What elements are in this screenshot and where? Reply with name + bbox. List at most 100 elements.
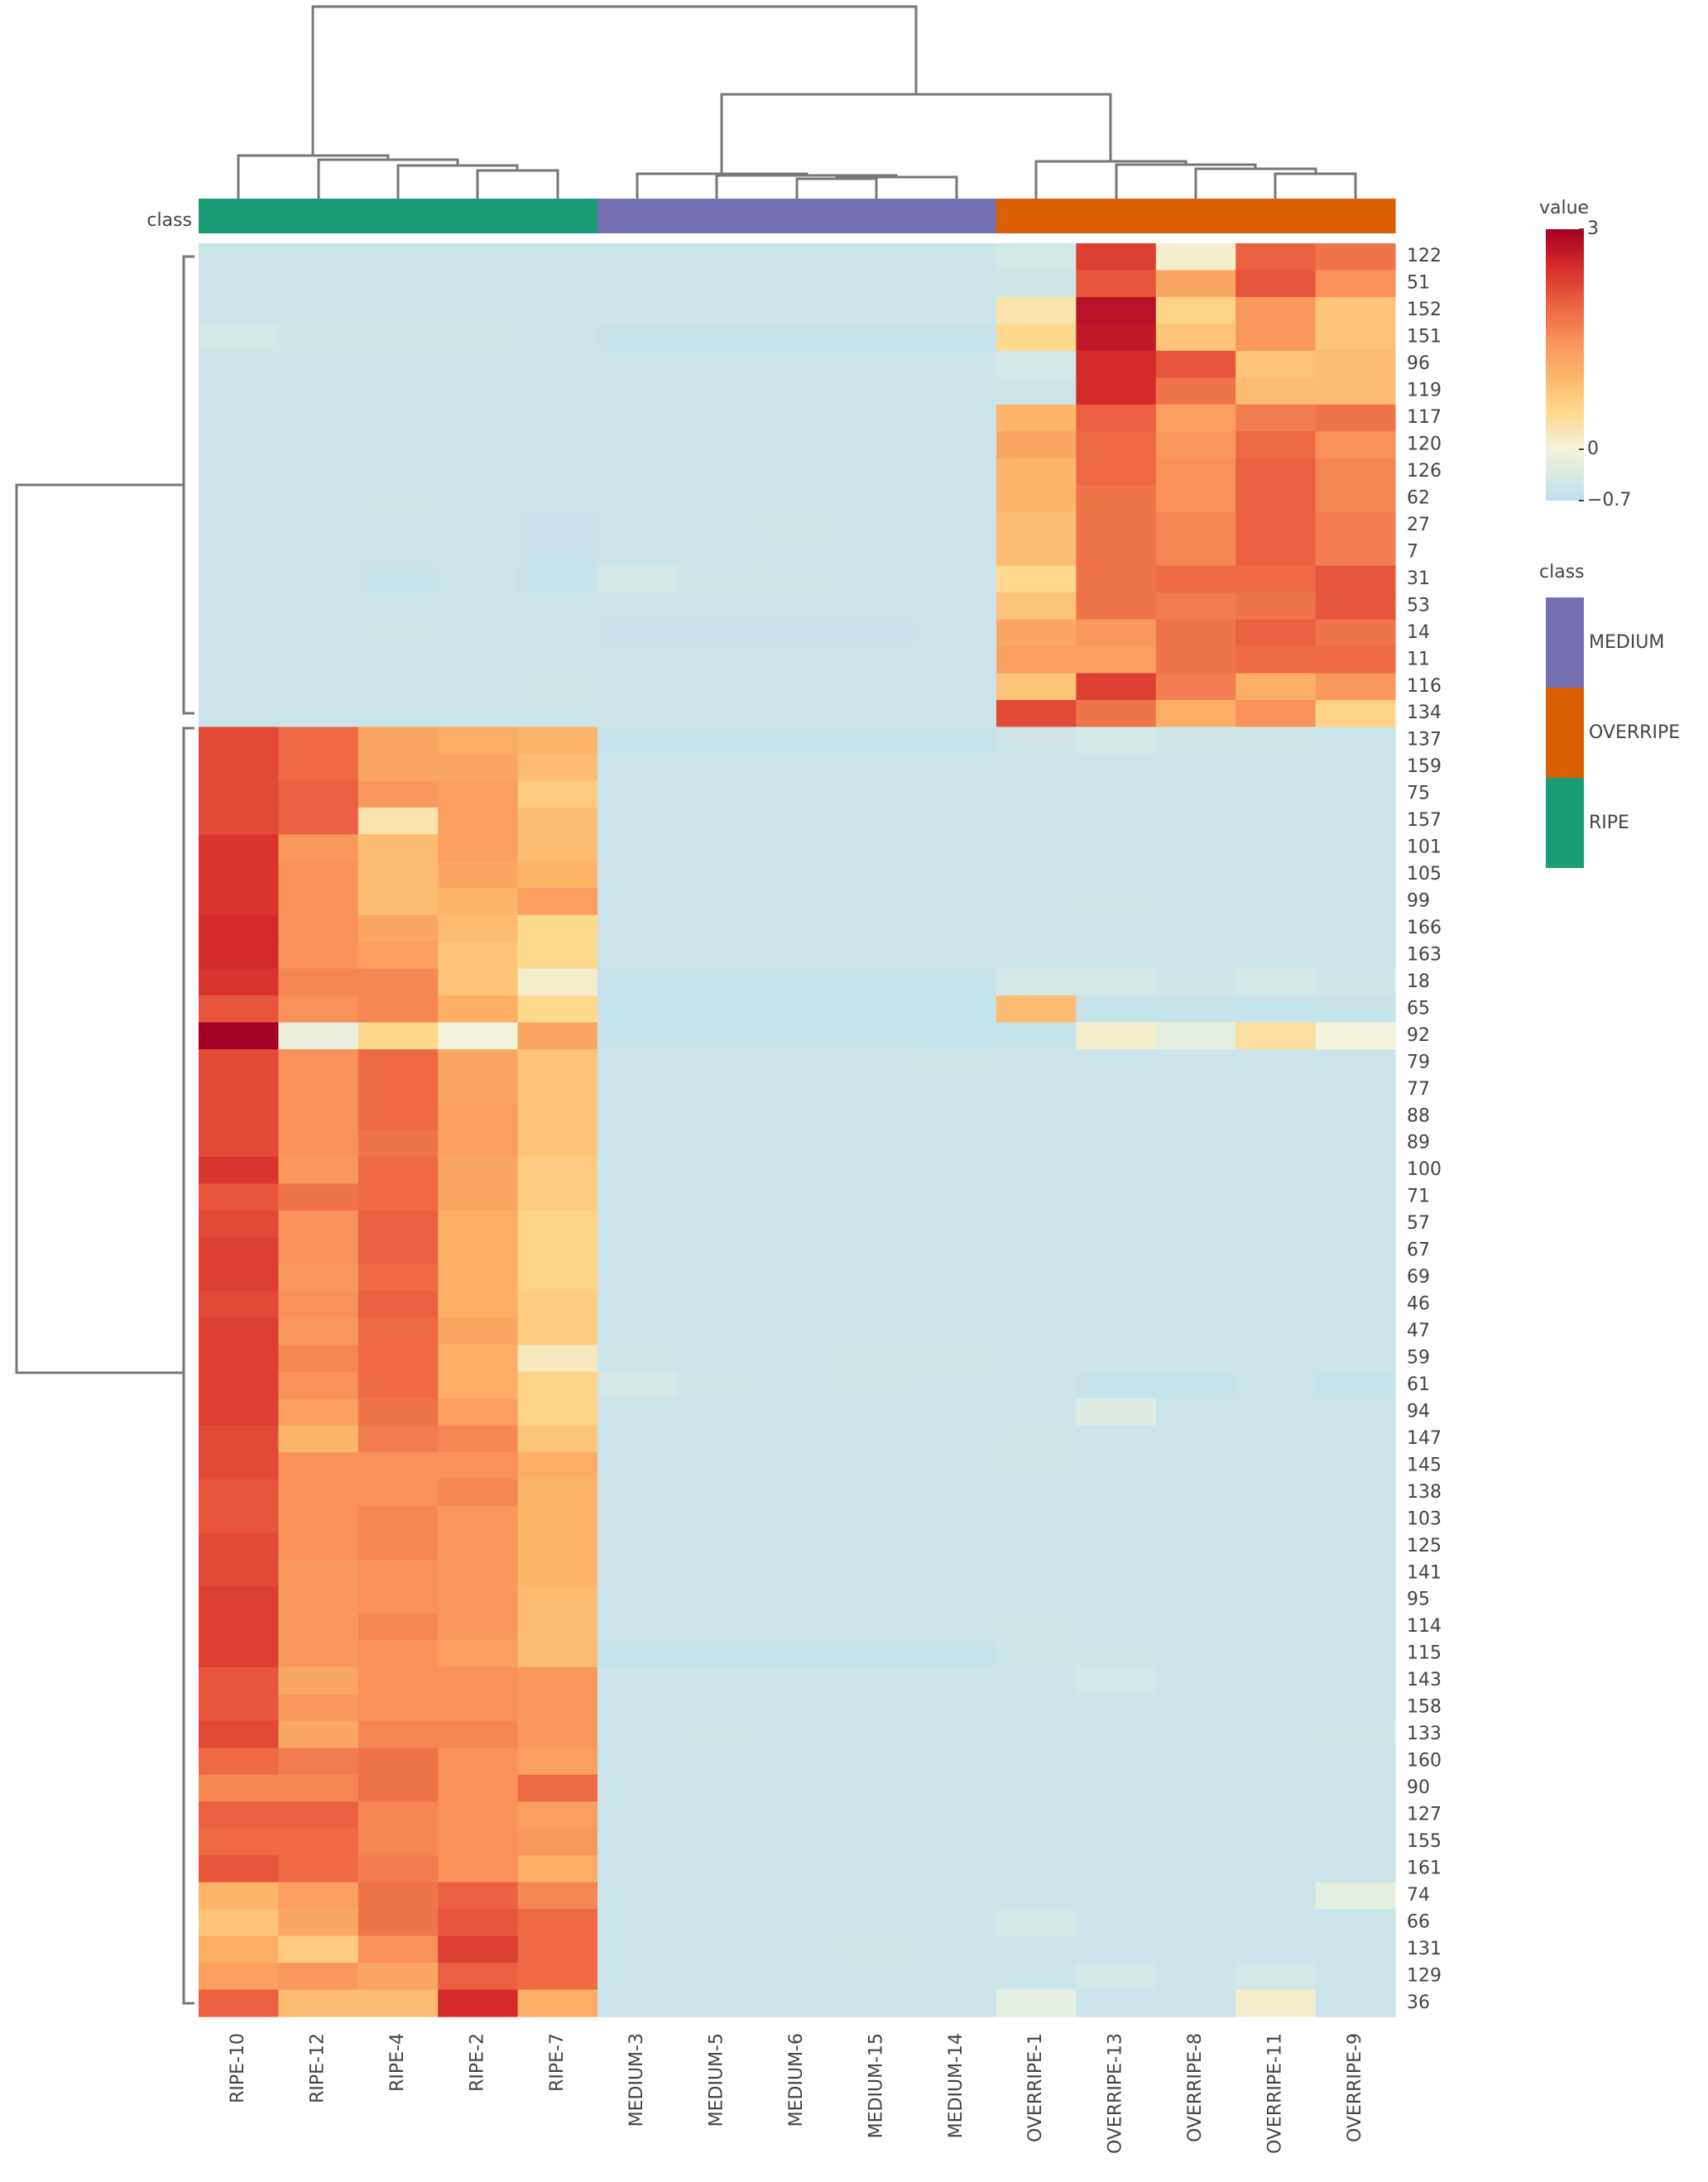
heatmap-cell	[1076, 1317, 1157, 1345]
heatmap-cell	[199, 485, 279, 513]
heatmap-cell	[438, 753, 519, 781]
heatmap-cell	[837, 1156, 918, 1185]
heatmap-cell	[357, 1479, 439, 1507]
heatmap-cell	[199, 350, 279, 378]
heatmap-cell	[916, 1452, 997, 1480]
heatmap-cell	[677, 592, 758, 621]
heatmap-cell	[837, 377, 918, 405]
heatmap-cell	[438, 324, 519, 352]
heatmap-cell	[1235, 1345, 1317, 1373]
heatmap-cell	[438, 699, 519, 728]
heatmap-cell	[677, 888, 758, 916]
heatmap-cell	[517, 1666, 598, 1695]
heatmap-cell	[1076, 646, 1157, 674]
heatmap-cell	[597, 1640, 678, 1668]
heatmap-cell	[677, 1882, 758, 1910]
row-label: 95	[1407, 1590, 1430, 1610]
heatmap-cell	[1235, 1586, 1317, 1614]
heatmap-cell	[517, 1720, 598, 1748]
row-label: 67	[1407, 1240, 1430, 1261]
heatmap-cell	[357, 942, 439, 970]
heatmap-cell	[996, 1774, 1077, 1802]
class-bar	[1155, 199, 1236, 233]
heatmap-cell	[597, 968, 678, 996]
heatmap-cell	[597, 1882, 678, 1910]
row-label: 36	[1407, 1993, 1430, 2013]
heatmap-cell	[677, 942, 758, 970]
heatmap-cell	[1076, 1989, 1157, 2017]
heatmap-cell	[278, 1076, 359, 1104]
heatmap-cell	[1235, 646, 1317, 674]
heatmap-cell	[1235, 1317, 1317, 1345]
class-bar	[996, 199, 1077, 233]
heatmap-cell	[597, 1694, 678, 1722]
heatmap-cell	[837, 350, 918, 378]
heatmap-cell	[199, 592, 279, 621]
row-label: 125	[1407, 1536, 1442, 1556]
heatmap-cell	[278, 350, 359, 378]
heatmap-cell	[1315, 404, 1396, 432]
column-label: RIPE-10	[228, 2033, 248, 2103]
heatmap-cell	[357, 780, 439, 808]
heatmap-cell	[916, 1345, 997, 1373]
heatmap-cell	[677, 1317, 758, 1345]
heatmap-cell	[996, 888, 1077, 916]
heatmap-cell	[996, 431, 1077, 459]
heatmap-cell	[996, 1909, 1077, 1937]
heatmap-cell	[1076, 1560, 1157, 1588]
heatmap-cell	[1155, 1479, 1236, 1507]
heatmap-cell	[916, 727, 997, 755]
heatmap-cell	[199, 888, 279, 916]
heatmap-cell	[597, 565, 678, 593]
heatmap-cell	[837, 619, 918, 647]
heatmap-cell	[597, 942, 678, 970]
heatmap-cell	[756, 458, 837, 486]
heatmap-cell	[199, 968, 279, 996]
heatmap-cell	[1315, 1452, 1396, 1480]
heatmap-cell	[1235, 296, 1317, 325]
heatmap-cell	[278, 968, 359, 996]
column-label: OVERRIPE-11	[1264, 2033, 1285, 2154]
heatmap-cell	[677, 296, 758, 325]
heatmap-cell	[597, 1828, 678, 1856]
heatmap-cell	[837, 699, 918, 728]
heatmap-cell	[517, 1425, 598, 1453]
heatmap-cell	[996, 1586, 1077, 1614]
heatmap-cell	[677, 1479, 758, 1507]
heatmap-cell	[837, 888, 918, 916]
heatmap-cell	[916, 1613, 997, 1642]
row-label: 151	[1407, 327, 1442, 348]
heatmap-cell	[916, 1291, 997, 1319]
heatmap-cell	[357, 1774, 439, 1802]
column-label: MEDIUM-3	[626, 2033, 647, 2127]
heatmap-cell	[1315, 861, 1396, 889]
heatmap-cell	[278, 834, 359, 862]
heatmap-cell	[1076, 1586, 1157, 1614]
heatmap-cell	[1155, 1720, 1236, 1748]
heatmap-cell	[517, 1129, 598, 1158]
heatmap-cell	[996, 1666, 1077, 1695]
heatmap-cell	[1155, 968, 1236, 996]
row-label: 166	[1407, 918, 1442, 938]
heatmap-cell	[1315, 458, 1396, 486]
heatmap-cell	[996, 834, 1077, 862]
heatmap-cell	[1235, 753, 1317, 781]
heatmap-cell	[597, 1237, 678, 1265]
heatmap-cell	[837, 1398, 918, 1427]
heatmap-cell	[677, 1264, 758, 1292]
heatmap-cell	[278, 1720, 359, 1748]
row-label: 27	[1407, 515, 1430, 535]
heatmap-cell	[357, 1560, 439, 1588]
heatmap-cell	[1155, 727, 1236, 755]
heatmap-cell	[1076, 753, 1157, 781]
heatmap-cell	[278, 243, 359, 271]
heatmap-cell	[1315, 511, 1396, 540]
heatmap-cell	[438, 673, 519, 701]
heatmap-cell	[597, 1345, 678, 1373]
heatmap-cell	[756, 431, 837, 459]
row-dendrogram	[15, 255, 194, 2005]
heatmap-cell	[756, 565, 837, 593]
heatmap-cell	[199, 431, 279, 459]
row-label: 137	[1407, 730, 1442, 751]
heatmap-cell	[1076, 592, 1157, 621]
